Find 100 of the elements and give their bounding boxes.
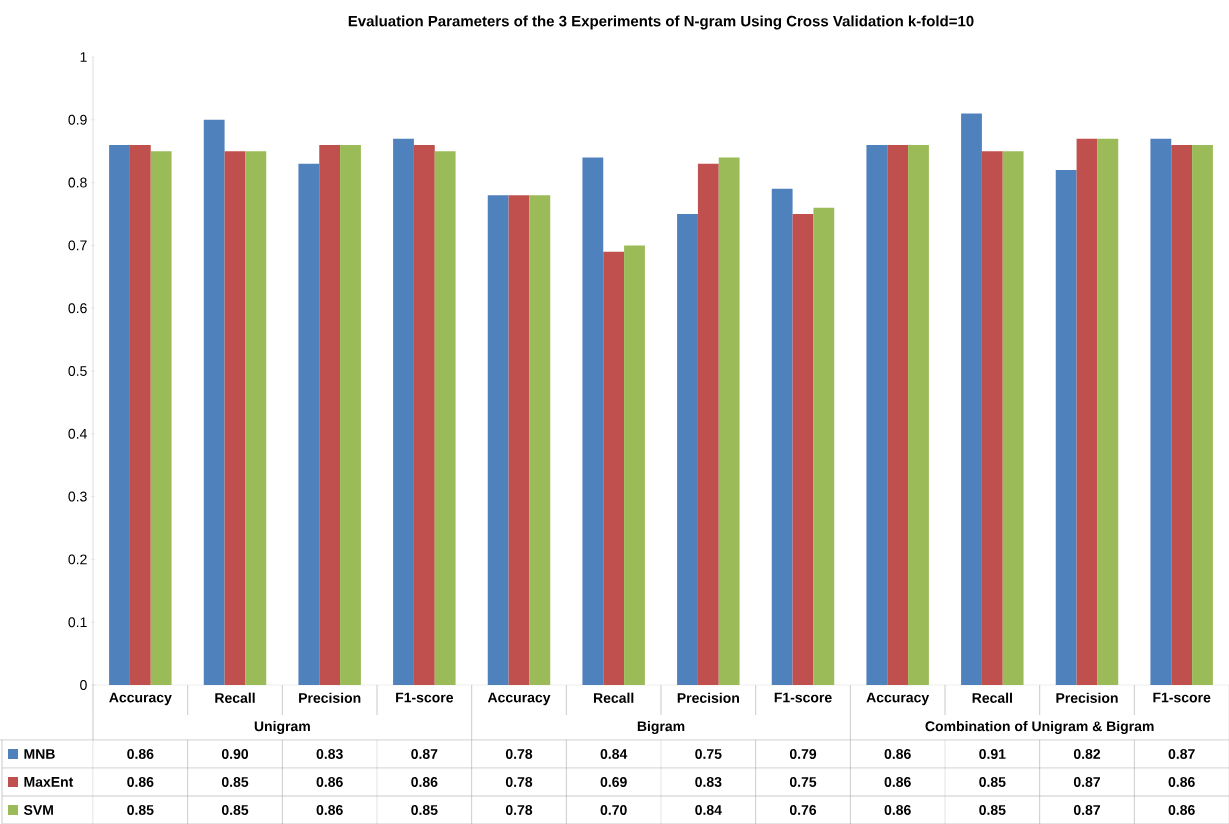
data-label: 0.85 (411, 805, 438, 815)
data-label: 0.86 (884, 805, 911, 815)
data-label: 0.86 (1168, 805, 1195, 815)
data-label: 0.85 (221, 805, 249, 815)
bar (203, 119, 225, 685)
bar (529, 195, 551, 685)
x-tick-label: Accuracy (866, 692, 930, 706)
data-label: 0.87 (1073, 805, 1101, 815)
bar (866, 144, 888, 685)
data-label: 0.86 (884, 777, 911, 787)
data-label: 0.87 (1168, 749, 1195, 759)
x-tick-label: F1-score (774, 692, 832, 703)
bar (434, 151, 456, 685)
data-label: 0.86 (127, 749, 154, 759)
bar (1192, 144, 1213, 685)
bar (224, 151, 246, 685)
data-label: 0.79 (789, 749, 817, 759)
data-label: 0.85 (221, 777, 249, 787)
bar (771, 188, 793, 685)
chart-title: Evaluation Parameters of the 3 Experiments of N-gram Using Cross Validation k-fold=10 (348, 15, 974, 30)
bar (298, 163, 320, 685)
bar (508, 195, 530, 685)
bar (1171, 144, 1193, 685)
data-label: 0.83 (316, 749, 343, 759)
data-label: 0.69 (600, 777, 627, 787)
x-tick-label: Accuracy (109, 692, 172, 706)
x-tick-label: Recall (593, 692, 634, 703)
bar (129, 144, 151, 685)
data-label: 0.86 (316, 777, 343, 787)
data-label: 0.85 (979, 777, 1006, 787)
y-tick-label: 0.8 (68, 177, 87, 188)
y-tick-label: 0.7 (68, 240, 87, 251)
x-tick-label: Precision (1056, 692, 1118, 703)
text: Combination of Unigram & Bigram (925, 720, 1154, 735)
data-label: 0.86 (316, 805, 343, 815)
data-label: 0.87 (411, 749, 438, 759)
x-tick-label: Recall (972, 692, 1012, 703)
bar (961, 113, 982, 685)
data-label: 0.85 (979, 805, 1006, 815)
bar (1150, 138, 1172, 685)
data-label: 0.86 (127, 777, 154, 787)
data-label: 0.70 (600, 805, 627, 815)
x-tick-label: F1-score (396, 692, 454, 703)
bar (150, 151, 172, 685)
bar (319, 144, 341, 685)
bar (582, 157, 604, 685)
data-label: 0.86 (411, 777, 438, 787)
data-label: 0.78 (505, 777, 533, 787)
bar (981, 151, 1003, 685)
bar (792, 213, 814, 685)
y-tick-label: 0.1 (68, 617, 87, 628)
data-label: 0.75 (789, 777, 817, 787)
bar (109, 144, 130, 685)
bar (1055, 170, 1077, 685)
x-tick-label: Accuracy (487, 692, 551, 706)
bar (1002, 151, 1024, 685)
data-label: 0.86 (884, 749, 911, 759)
data-label: 0.90 (221, 749, 249, 759)
data-label: 0.85 (127, 805, 154, 815)
bar (487, 195, 509, 685)
data-label: 0.78 (505, 805, 533, 815)
bar (697, 163, 719, 685)
bar (887, 144, 909, 685)
bar (340, 144, 361, 685)
bar (245, 151, 267, 685)
x-tick-label: Precision (677, 692, 739, 703)
y-tick-label: 0.4 (68, 428, 87, 439)
bar (813, 207, 835, 685)
text: Unigram (254, 720, 310, 735)
legend-label: MNB (24, 749, 55, 759)
data-label: 0.87 (1073, 777, 1101, 787)
y-tick-label: 1 (80, 52, 87, 62)
y-tick-label: 0.6 (68, 303, 87, 314)
bar (603, 251, 625, 685)
bar (718, 157, 740, 685)
data-label: 0.78 (505, 749, 533, 759)
data-label: 0.82 (1073, 749, 1101, 759)
y-tick-label: 0.9 (68, 114, 87, 125)
bar (908, 144, 929, 685)
data-label: 0.84 (695, 805, 722, 815)
data-label: 0.75 (695, 749, 722, 759)
data-label: 0.91 (979, 749, 1006, 759)
data-label: 0.84 (600, 749, 628, 759)
legend-label: MaxEnt (24, 777, 74, 787)
bar (677, 213, 698, 685)
data-label: 0.76 (789, 805, 817, 815)
y-tick-label: 0.2 (68, 554, 87, 565)
bar (393, 138, 414, 685)
bar (624, 245, 645, 685)
y-tick-label: 0.5 (68, 366, 87, 376)
x-tick-label: Precision (299, 692, 361, 703)
bar (1097, 138, 1119, 685)
bar (413, 144, 435, 685)
y-tick-label: 0.3 (68, 491, 87, 502)
bar (1076, 138, 1098, 685)
legend-label: SVM (23, 805, 53, 815)
x-tick-label: Recall (215, 692, 255, 703)
x-tick-label: F1-score (1153, 692, 1211, 703)
text: Bigram (637, 720, 685, 735)
y-tick-label: 0 (80, 680, 87, 690)
